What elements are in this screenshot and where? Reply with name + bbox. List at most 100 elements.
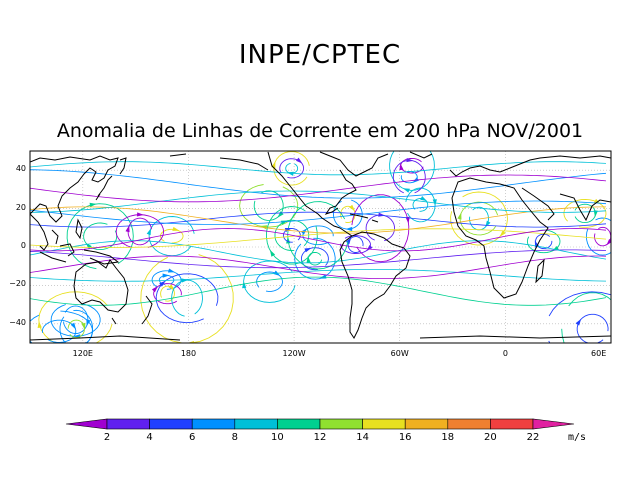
streamline-arrow xyxy=(499,230,506,237)
colorbar-label: 8 xyxy=(231,432,238,443)
streamline-arrow xyxy=(242,281,247,289)
streamline-arrow xyxy=(304,247,312,253)
coast-south-america xyxy=(339,231,411,339)
coast-africa xyxy=(451,177,549,299)
streamline-arrow xyxy=(172,226,180,231)
streamline xyxy=(30,276,607,306)
streamline-arrow xyxy=(349,204,356,212)
colorbar-segment xyxy=(234,418,278,430)
streamline-arrow xyxy=(89,202,97,207)
lon-label: 60W xyxy=(390,349,409,358)
streamline-arrow xyxy=(162,273,170,278)
streamline xyxy=(30,228,607,248)
colorbar-segment xyxy=(319,418,363,430)
coast-arabia xyxy=(521,187,611,222)
streamline xyxy=(30,169,607,199)
colorbar-segment xyxy=(149,418,193,430)
streamline xyxy=(30,269,607,282)
colorbar-label: 14 xyxy=(356,432,369,443)
streamline-arrow xyxy=(70,322,76,330)
streamline-arrow xyxy=(345,237,352,245)
colorbar-end-right xyxy=(532,418,575,430)
streamline-arrow xyxy=(151,285,159,293)
coast-australia xyxy=(73,259,129,313)
colorbar-segment xyxy=(106,418,150,430)
lat-label: 0 xyxy=(20,241,26,250)
streamline xyxy=(30,161,607,176)
lat-label: 40 xyxy=(15,164,26,174)
coast-kamchatka xyxy=(119,157,127,175)
lat-label: −40 xyxy=(9,317,26,327)
streamline-arrow xyxy=(345,226,353,232)
lon-label: 60E xyxy=(591,349,607,358)
coast-japan xyxy=(95,175,113,201)
coast-indonesia xyxy=(39,243,120,265)
coast-antarctica xyxy=(30,335,611,341)
streamline-arrow xyxy=(611,246,617,252)
streamline-arrow xyxy=(168,284,175,291)
coast-seasia xyxy=(30,213,59,251)
streamline-arrow xyxy=(269,249,276,257)
colorbar-segment xyxy=(404,418,449,430)
streamline-arrow xyxy=(620,338,625,345)
streamline xyxy=(548,291,611,343)
streamline-arrow xyxy=(406,158,414,163)
colorbar-unit: m/s xyxy=(568,432,587,443)
streamline-arrow xyxy=(405,216,410,224)
streamline-arrow xyxy=(159,280,166,287)
colorbar-label: 2 xyxy=(103,432,111,443)
lon-label: 120E xyxy=(72,349,93,358)
streamline-arrow xyxy=(593,210,598,218)
streamline xyxy=(585,217,611,256)
lon-label: 180 xyxy=(180,349,197,358)
lon-label: 120W xyxy=(282,349,306,358)
streamline-arrow xyxy=(485,220,491,228)
streamline-arrow xyxy=(420,196,428,202)
lat-label: 20 xyxy=(15,202,26,212)
streamline xyxy=(30,255,607,279)
org-title: INPE/CPTEC xyxy=(238,40,402,70)
streamline-arrow xyxy=(606,238,611,246)
colorbar-label: 6 xyxy=(189,432,196,443)
streamline xyxy=(30,228,607,252)
streamline-arrow xyxy=(366,244,373,252)
colorbar-label: 20 xyxy=(484,432,497,443)
colorbar xyxy=(65,418,575,430)
coast-caribbean xyxy=(339,213,379,237)
streamline-arrow xyxy=(167,268,175,273)
colorbar-segment xyxy=(362,418,406,430)
streamline-arrow xyxy=(457,212,462,220)
colorbar-label: 16 xyxy=(398,432,412,443)
streamline xyxy=(30,190,607,213)
streamline-arrow xyxy=(125,225,130,233)
map-frame xyxy=(29,150,612,344)
colorbar-label: 22 xyxy=(526,432,540,443)
coast-madagascar xyxy=(535,258,545,284)
streamline xyxy=(140,254,234,343)
streamline-arrow xyxy=(136,212,144,217)
coast-north-america xyxy=(267,151,389,229)
streamline-arrow xyxy=(399,163,404,171)
colorbar-label: 10 xyxy=(271,432,284,443)
colorbar-label: 4 xyxy=(146,432,153,443)
streamline xyxy=(30,206,606,234)
coast-europe xyxy=(449,155,611,177)
lon-label: 0 xyxy=(502,349,508,358)
colorbar-segment xyxy=(277,418,321,430)
colorbar-label: 18 xyxy=(441,432,455,443)
streamline-arrow xyxy=(81,322,86,330)
streamline-arrow xyxy=(306,255,311,263)
coast-nz xyxy=(111,295,153,325)
coast-greenland xyxy=(409,151,433,159)
streamline-arrow xyxy=(575,318,582,326)
streamline-arrow xyxy=(146,228,152,236)
colorbar-segment xyxy=(191,418,236,430)
streamline xyxy=(59,309,94,343)
coastlines xyxy=(30,151,611,341)
streamline-arrow xyxy=(295,157,303,164)
colorbar-segment xyxy=(490,418,534,430)
lat-label: −20 xyxy=(9,279,26,289)
colorbar-label: 12 xyxy=(313,432,327,443)
colorbar-end-left xyxy=(65,418,108,430)
